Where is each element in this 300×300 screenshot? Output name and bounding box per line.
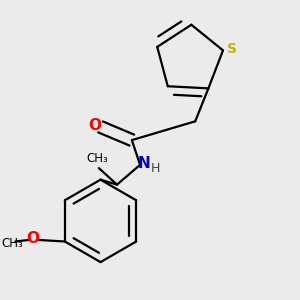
Text: H: H	[151, 162, 160, 175]
Text: S: S	[227, 42, 237, 56]
Text: CH₃: CH₃	[1, 237, 23, 250]
Text: CH₃: CH₃	[86, 152, 108, 165]
Text: N: N	[138, 156, 150, 171]
Text: O: O	[88, 118, 101, 134]
Text: O: O	[26, 231, 39, 246]
